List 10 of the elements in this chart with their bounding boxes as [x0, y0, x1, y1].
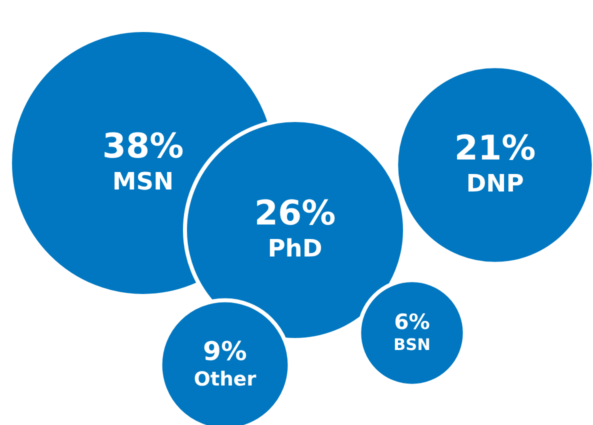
data-label: 21%	[454, 128, 536, 168]
category-label: PhD	[268, 234, 322, 263]
data-label: 6%	[394, 308, 430, 334]
data-label: 26%	[254, 193, 336, 234]
data-label: 38%	[102, 126, 184, 166]
category-label: DNP	[466, 170, 524, 198]
data-label: 9%	[203, 337, 248, 368]
category-label: BSN	[393, 334, 431, 354]
category-label: MSN	[112, 168, 174, 196]
category-label: Other	[194, 368, 257, 391]
